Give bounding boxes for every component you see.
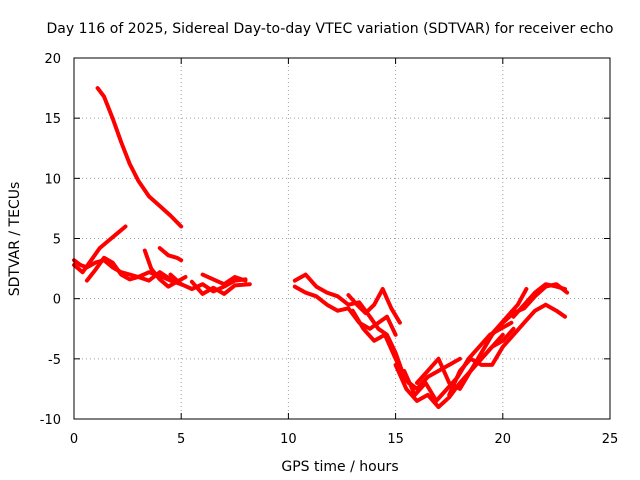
x-tick-label: 10 bbox=[280, 432, 297, 447]
y-tick-label: 20 bbox=[44, 52, 61, 67]
y-tick-label: 5 bbox=[53, 233, 61, 248]
series-line-s10 bbox=[292, 272, 411, 385]
series-line-s3 bbox=[72, 258, 184, 287]
series-line-s7 bbox=[168, 272, 248, 294]
series-line-s9 bbox=[200, 272, 248, 287]
series-line-s6 bbox=[157, 246, 184, 263]
series-line-s8 bbox=[189, 279, 252, 296]
x-tick-label: 0 bbox=[70, 432, 78, 447]
y-tick-label: -5 bbox=[48, 353, 61, 368]
x-axis-label: GPS time / hours bbox=[281, 459, 398, 475]
series-line-s20 bbox=[511, 282, 567, 319]
y-tick-label: 15 bbox=[44, 112, 61, 127]
y-axis-label: SDTVAR / TECUs bbox=[7, 182, 23, 297]
series-line-s16 bbox=[415, 326, 516, 391]
series-line-s11 bbox=[292, 284, 398, 337]
x-tick-label: 15 bbox=[387, 432, 404, 447]
series-line-s17 bbox=[447, 302, 567, 397]
x-tick-label: 5 bbox=[177, 432, 185, 447]
series-line-s2 bbox=[72, 224, 128, 275]
chart-title: Day 116 of 2025, Sidereal Day-to-day VTE… bbox=[47, 21, 614, 37]
series-line-s1 bbox=[95, 86, 184, 229]
series-line-s12 bbox=[346, 287, 402, 325]
series-line-s4 bbox=[84, 255, 173, 283]
y-tick-label: 0 bbox=[53, 293, 61, 308]
series-line-s19 bbox=[483, 287, 529, 343]
grid-layer bbox=[74, 58, 610, 419]
x-tick-label: 25 bbox=[602, 432, 619, 447]
y-tick-label: -10 bbox=[40, 413, 61, 428]
y-tick-label: 10 bbox=[44, 172, 61, 187]
series-layer bbox=[72, 86, 570, 409]
tick-layer: 0 5 10 15 20 25 -10 -5 0 5 10 15 20 bbox=[40, 52, 619, 447]
x-tick-label: 20 bbox=[495, 432, 512, 447]
